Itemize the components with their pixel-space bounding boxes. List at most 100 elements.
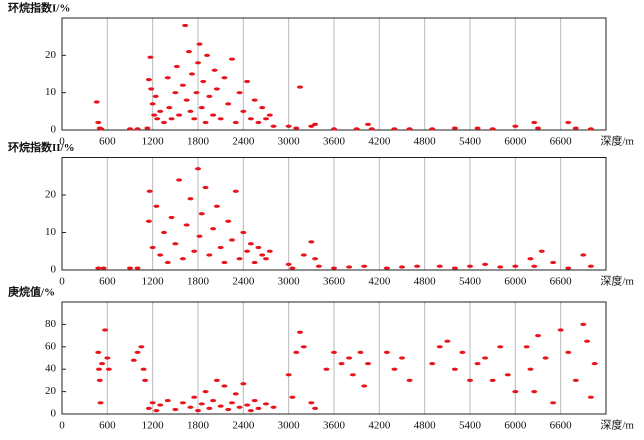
point xyxy=(134,127,141,131)
x-tick-label: 2400 xyxy=(232,276,255,288)
point xyxy=(229,57,235,61)
point xyxy=(531,264,538,268)
point xyxy=(580,253,587,257)
point xyxy=(145,406,152,410)
point xyxy=(102,328,109,332)
point xyxy=(308,124,315,128)
point xyxy=(247,409,254,413)
panel-title: 庚烷值/% xyxy=(8,285,55,299)
point xyxy=(196,234,203,238)
point xyxy=(512,124,519,128)
point xyxy=(232,120,239,125)
point xyxy=(587,264,594,268)
point xyxy=(399,356,405,360)
y-tick-label: 60 xyxy=(45,340,57,352)
x-tick-label: 5400 xyxy=(459,420,482,432)
point xyxy=(300,345,307,349)
plot-frame xyxy=(61,157,607,271)
x-tick-label: 4800 xyxy=(414,136,437,148)
x-tick-label: 5400 xyxy=(459,276,482,288)
point xyxy=(368,127,375,131)
point xyxy=(151,113,158,117)
point xyxy=(244,249,251,253)
point xyxy=(315,264,322,268)
point xyxy=(312,406,319,410)
point xyxy=(474,126,481,130)
y-tick-label: 0 xyxy=(51,124,57,136)
point xyxy=(134,350,141,354)
point xyxy=(297,330,303,334)
point xyxy=(96,367,103,371)
x-tick-label: 3000 xyxy=(278,136,301,148)
point xyxy=(179,83,186,87)
x-tick-label: 6000 xyxy=(504,420,527,432)
point xyxy=(331,350,337,354)
point xyxy=(251,260,258,265)
point xyxy=(451,367,458,371)
point xyxy=(210,227,217,231)
point xyxy=(467,264,473,268)
point xyxy=(542,356,549,360)
point xyxy=(308,240,315,244)
point xyxy=(308,401,315,405)
point xyxy=(99,362,106,366)
point xyxy=(229,401,235,405)
point xyxy=(244,403,251,407)
point xyxy=(557,328,564,332)
point xyxy=(489,127,496,131)
point xyxy=(142,378,149,382)
point xyxy=(202,390,209,394)
point xyxy=(383,266,390,270)
point xyxy=(270,405,277,409)
x-tick-label: 1800 xyxy=(187,276,210,288)
point xyxy=(444,339,451,343)
point xyxy=(497,345,504,349)
y-tick-label: 20 xyxy=(45,49,57,61)
x-axis-label: 深度/m xyxy=(600,418,634,432)
x-tick-label: 3600 xyxy=(323,276,346,288)
point xyxy=(157,403,164,407)
point xyxy=(225,219,232,223)
point xyxy=(93,100,100,104)
point xyxy=(263,117,269,121)
point xyxy=(580,322,587,326)
point xyxy=(176,178,183,182)
y-tick-label: 10 xyxy=(45,86,57,98)
point xyxy=(198,106,205,110)
x-tick-label: 3000 xyxy=(278,420,301,432)
y-tick-label: 10 xyxy=(45,226,57,238)
point xyxy=(154,117,161,121)
point xyxy=(134,266,141,270)
point xyxy=(482,262,489,266)
point xyxy=(232,189,239,193)
x-tick-label: 1200 xyxy=(142,276,165,288)
point xyxy=(176,113,183,117)
point xyxy=(183,98,190,102)
x-axis-label: 深度/m xyxy=(600,274,634,288)
point xyxy=(204,53,211,57)
point xyxy=(383,350,390,354)
y-tick-label: 0 xyxy=(51,264,57,276)
point xyxy=(213,204,220,208)
point xyxy=(251,398,258,403)
point xyxy=(168,215,175,220)
y-tick-label: 40 xyxy=(45,363,57,375)
point xyxy=(198,212,205,216)
x-tick-label: 4800 xyxy=(414,420,437,432)
point xyxy=(587,395,594,399)
point xyxy=(406,378,413,382)
point xyxy=(140,367,147,371)
point xyxy=(247,117,254,121)
point xyxy=(236,91,243,95)
point xyxy=(266,249,273,253)
point xyxy=(187,109,194,113)
point xyxy=(217,404,224,408)
point xyxy=(565,266,572,270)
x-tick-label: 4800 xyxy=(414,276,437,288)
x-tick-label: 3600 xyxy=(323,136,346,148)
point xyxy=(164,76,171,80)
y-tick-label: 20 xyxy=(45,189,57,201)
point xyxy=(157,109,164,113)
point xyxy=(144,126,151,130)
plot-frame xyxy=(61,301,607,415)
